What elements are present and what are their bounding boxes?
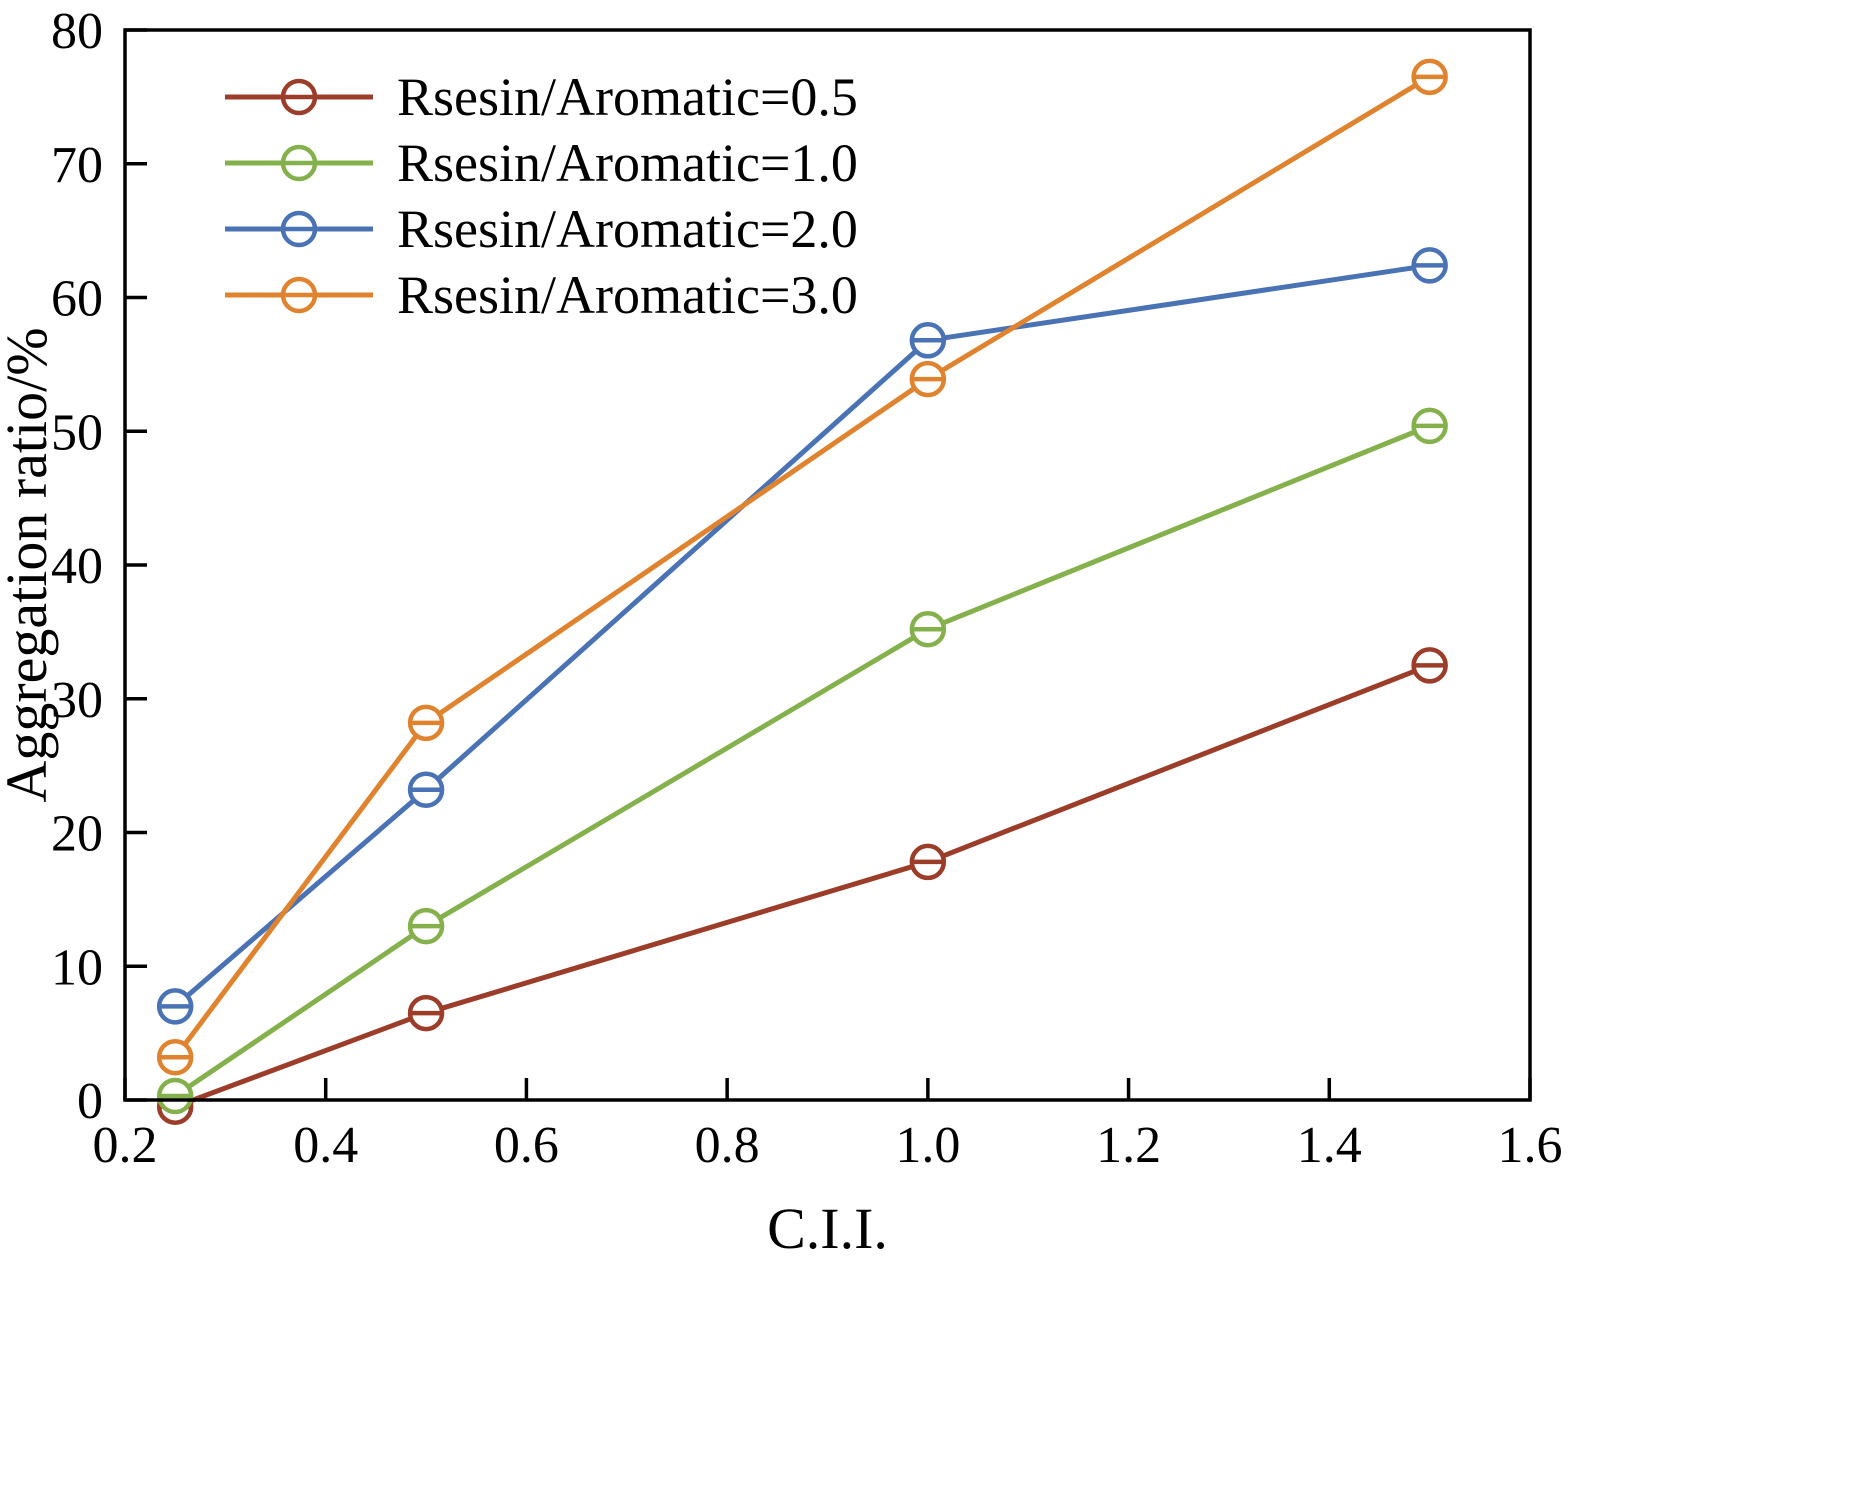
legend-item: Rsesin/Aromatic=3.0 <box>225 265 858 325</box>
legend-item: Rsesin/Aromatic=2.0 <box>225 199 858 259</box>
y-tick-label: 40 <box>51 538 103 595</box>
axes-ticks: 0.2 0.4 0.6 0.8 1.0 1.2 1.4 1.6 0 10 20 30 40 50 60 70 8… <box>51 3 1563 1174</box>
x-tick-label: 1.4 <box>1297 1117 1362 1174</box>
plot-frame <box>123 28 1532 1102</box>
y-tick-label: 50 <box>51 404 103 461</box>
series-1 <box>156 407 1448 1115</box>
x-tick-label: 0.2 <box>93 1117 158 1174</box>
y-tick-label: 70 <box>51 137 103 194</box>
series-0 <box>156 647 1448 1125</box>
series-line <box>172 262 1433 1009</box>
x-tick-label: 0.6 <box>494 1117 559 1174</box>
legend: Rsesin/Aromatic=0.5Rsesin/Aromatic=1.0Rs… <box>225 67 858 325</box>
y-tick-label: 0 <box>77 1073 103 1130</box>
legend-label: Rsesin/Aromatic=0.5 <box>397 67 858 127</box>
legend-item: Rsesin/Aromatic=1.0 <box>225 133 858 193</box>
y-tick-label: 30 <box>51 672 103 729</box>
x-tick-label: 0.4 <box>293 1117 358 1174</box>
y-axis-label: Aggregation ratio/% <box>0 327 59 802</box>
series-line <box>172 423 1433 1099</box>
series-2 <box>156 247 1448 1025</box>
legend-label: Rsesin/Aromatic=2.0 <box>397 199 858 259</box>
series-3 <box>156 58 1448 1076</box>
x-axis-label: C.I.I. <box>767 1196 888 1261</box>
series-line <box>172 662 1433 1110</box>
series-line <box>172 74 1433 1060</box>
legend-label: Rsesin/Aromatic=1.0 <box>397 133 858 193</box>
x-tick-label: 0.8 <box>695 1117 760 1174</box>
y-tick-label: 10 <box>51 939 103 996</box>
x-tick-label: 1.0 <box>895 1117 960 1174</box>
y-tick-label: 20 <box>51 806 103 863</box>
x-tick-label: 1.6 <box>1498 1117 1563 1174</box>
legend-label: Rsesin/Aromatic=3.0 <box>397 265 858 325</box>
y-tick-label: 60 <box>51 271 103 328</box>
y-tick-label: 80 <box>51 3 103 60</box>
x-tick-label: 1.2 <box>1096 1117 1161 1174</box>
legend-item: Rsesin/Aromatic=0.5 <box>225 67 858 127</box>
